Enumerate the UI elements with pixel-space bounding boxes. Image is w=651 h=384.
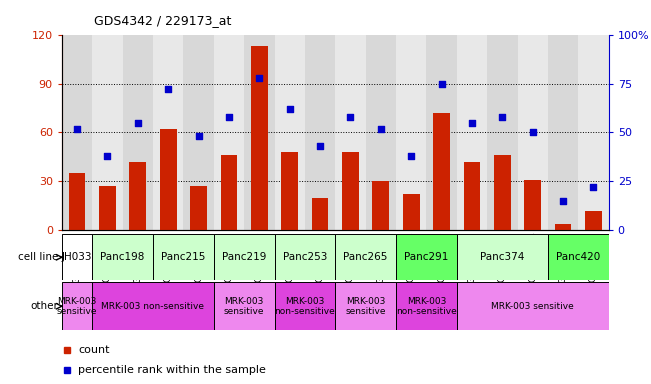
Point — [133, 120, 143, 126]
Bar — [153, 234, 214, 280]
Text: JH033: JH033 — [62, 252, 92, 262]
Bar — [130, 162, 146, 230]
Bar — [426, 35, 457, 230]
Text: Panc198: Panc198 — [100, 252, 145, 262]
Bar — [396, 282, 457, 330]
Bar — [62, 234, 92, 280]
Bar — [342, 152, 359, 230]
Point — [284, 106, 295, 112]
Text: Panc265: Panc265 — [344, 252, 388, 262]
Bar — [525, 180, 541, 230]
Text: count: count — [78, 345, 110, 355]
Text: MRK-003
sensitive: MRK-003 sensitive — [346, 296, 386, 316]
Point — [254, 74, 264, 81]
Point — [224, 114, 234, 120]
Bar — [275, 234, 335, 280]
Bar — [251, 46, 268, 230]
Point — [558, 198, 568, 204]
Bar — [153, 35, 184, 230]
Point — [193, 133, 204, 139]
Point — [589, 184, 599, 190]
Bar — [184, 35, 214, 230]
Bar — [275, 282, 335, 330]
Bar — [335, 35, 366, 230]
Bar — [92, 35, 122, 230]
Point — [467, 120, 477, 126]
Bar — [487, 35, 518, 230]
Bar — [335, 234, 396, 280]
Text: percentile rank within the sample: percentile rank within the sample — [78, 364, 266, 375]
Text: GDS4342 / 229173_at: GDS4342 / 229173_at — [94, 14, 232, 27]
Bar — [494, 156, 510, 230]
Bar — [275, 35, 305, 230]
Bar — [548, 35, 578, 230]
Point — [102, 153, 113, 159]
Bar — [585, 211, 602, 230]
Bar — [99, 186, 116, 230]
Text: Panc219: Panc219 — [222, 252, 266, 262]
Bar — [335, 282, 396, 330]
Bar — [366, 35, 396, 230]
Bar — [555, 224, 572, 230]
Bar — [548, 234, 609, 280]
Bar — [214, 234, 275, 280]
Bar — [396, 35, 426, 230]
Text: Panc374: Panc374 — [480, 252, 525, 262]
Point — [315, 143, 326, 149]
Text: Panc291: Panc291 — [404, 252, 449, 262]
Text: MRK-003
sensitive: MRK-003 sensitive — [57, 296, 97, 316]
Text: MRK-003
sensitive: MRK-003 sensitive — [224, 296, 264, 316]
Bar — [396, 234, 457, 280]
Bar — [92, 234, 153, 280]
Text: MRK-003
non-sensitive: MRK-003 non-sensitive — [396, 296, 457, 316]
Bar — [434, 113, 450, 230]
Bar — [221, 156, 237, 230]
Bar — [159, 129, 176, 230]
Text: cell line: cell line — [18, 252, 59, 262]
Text: Panc420: Panc420 — [556, 252, 600, 262]
Bar — [372, 182, 389, 230]
Point — [163, 86, 173, 93]
Point — [376, 126, 386, 132]
Bar — [214, 35, 244, 230]
Bar — [244, 35, 275, 230]
Point — [527, 129, 538, 136]
Bar — [403, 194, 419, 230]
Bar — [457, 35, 487, 230]
Bar — [578, 35, 609, 230]
Text: Panc253: Panc253 — [283, 252, 327, 262]
Text: other: other — [31, 301, 59, 311]
Text: MRK-003 non-sensitive: MRK-003 non-sensitive — [102, 302, 204, 311]
Bar — [518, 35, 548, 230]
Text: Panc215: Panc215 — [161, 252, 206, 262]
Bar — [312, 198, 329, 230]
Bar — [122, 35, 153, 230]
Text: MRK-003 sensitive: MRK-003 sensitive — [492, 302, 574, 311]
Bar — [464, 162, 480, 230]
Bar — [92, 282, 214, 330]
Bar — [281, 152, 298, 230]
Point — [345, 114, 355, 120]
Point — [406, 153, 417, 159]
Bar — [69, 173, 85, 230]
Bar — [305, 35, 335, 230]
Bar — [62, 35, 92, 230]
Text: MRK-003
non-sensitive: MRK-003 non-sensitive — [275, 296, 335, 316]
Bar — [190, 186, 207, 230]
Point — [72, 126, 82, 132]
Bar — [214, 282, 275, 330]
Bar — [457, 234, 548, 280]
Bar — [62, 282, 92, 330]
Bar — [457, 282, 609, 330]
Point — [497, 114, 508, 120]
Point — [436, 81, 447, 87]
